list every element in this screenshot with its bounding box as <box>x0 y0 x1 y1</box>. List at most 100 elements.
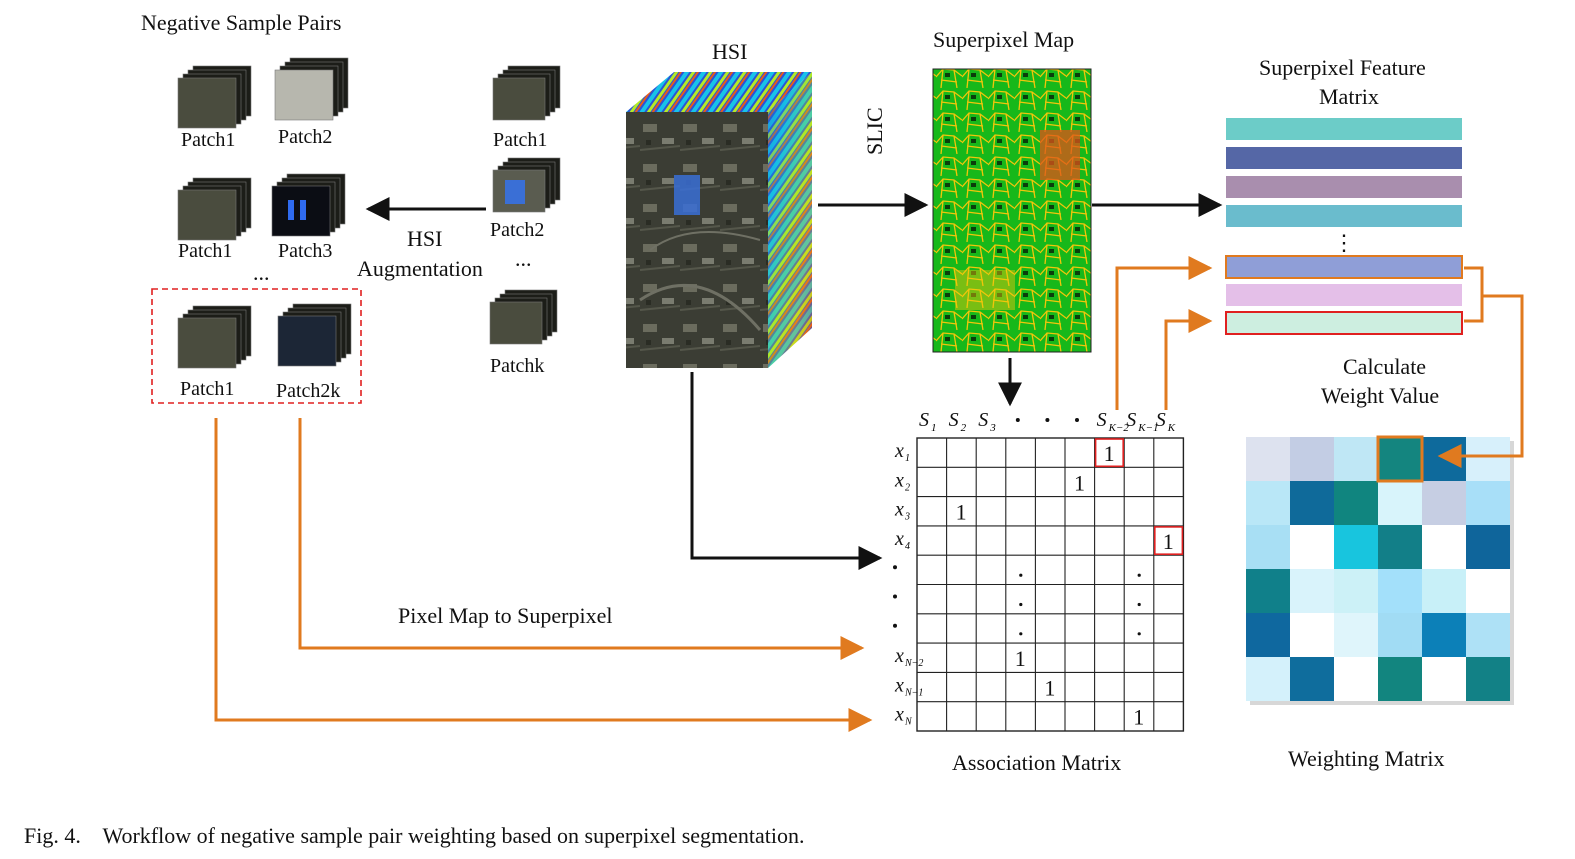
col-header-4: S <box>1097 409 1107 431</box>
assoc-one-3: 1 <box>956 500 967 525</box>
weight-cell <box>1290 613 1334 657</box>
assoc-one-6: 1 <box>1044 675 1055 700</box>
feature-bar-5 <box>1225 255 1463 279</box>
weight-cell <box>1246 525 1290 569</box>
augmentation-label-1: HSI <box>407 226 442 251</box>
source-patches-group: Patch1 Patch2 Patchk <box>489 65 561 377</box>
feature-vdots: ⋮ <box>1333 230 1355 255</box>
assoc-one-5: 1 <box>1015 646 1026 671</box>
slic-label: SLIC <box>862 107 887 155</box>
weight-cell <box>1422 481 1466 525</box>
weight-cell <box>1422 613 1466 657</box>
weight-cell <box>1290 525 1334 569</box>
weight-cell <box>1422 437 1466 481</box>
weight-cell <box>1246 613 1290 657</box>
feature-bar-2 <box>1226 147 1462 169</box>
row-sub-2: 2 <box>905 482 910 493</box>
weight-cell <box>1466 613 1510 657</box>
row-header-5: x <box>894 645 904 667</box>
weight-cell <box>1422 525 1466 569</box>
row-header-4: x <box>894 528 904 550</box>
patch-label-right-1: Patch1 <box>493 129 547 151</box>
row-sub-4: 4 <box>905 541 910 552</box>
weight-cell <box>1246 569 1290 613</box>
weight-cell <box>1422 657 1466 701</box>
patch-image-left-3 <box>177 177 252 241</box>
augmentation-label-2: Augmentation <box>357 256 483 281</box>
weighting-matrix-title: Weighting Matrix <box>1288 746 1444 771</box>
patch-label-right-3: Patchk <box>490 355 544 377</box>
patch-image-left-2 <box>274 57 349 121</box>
assoc-one-4: 1 <box>1163 529 1174 554</box>
row-dot <box>893 623 897 628</box>
weight-cell <box>1246 657 1290 701</box>
row-sub-7: N <box>904 717 913 728</box>
pixel-map-label: Pixel Map to Superpixel <box>398 603 612 628</box>
col-dot <box>1075 418 1079 422</box>
calc-label-2: Weight Value <box>1321 383 1439 408</box>
patch-label-left-1: Patch1 <box>181 129 235 151</box>
hsi-to-matrix-arrow <box>690 372 883 570</box>
patch-label-right-2: Patch2 <box>490 219 544 241</box>
col-header-2: S <box>949 409 959 431</box>
weight-cell <box>1378 481 1422 525</box>
patch-label-left-3: Patch1 <box>178 240 232 262</box>
association-matrix: S 1 S 2 S 3 S K−2S K−1S Kx 1x 2x 3x 4x N−2x N−1x N111111… <box>893 409 1185 732</box>
superpixel-map-title: Superpixel Map <box>933 27 1074 52</box>
negative-pairs-title: Negative Sample Pairs <box>141 10 341 35</box>
feature-matrix-title-2: Matrix <box>1319 84 1379 109</box>
orange-bracket <box>1464 266 1484 323</box>
row-sub-5: N−2 <box>904 658 923 669</box>
cell-dot <box>1137 632 1141 636</box>
negative-patches-group: Patch1 Patch2 Patch1 Patch3 Patch1 Patch2k <box>177 57 352 402</box>
weight-cell <box>1466 657 1510 701</box>
col-header-6: S <box>1156 409 1166 431</box>
feature-bars <box>1225 118 1463 335</box>
cell-dot <box>1019 632 1023 636</box>
left-ellipsis: ... <box>253 260 270 285</box>
feature-bar-7 <box>1225 311 1463 335</box>
row-sub-3: 3 <box>904 512 910 523</box>
superpixel-map-image <box>932 68 1092 353</box>
assoc-one-7: 1 <box>1133 705 1144 730</box>
orange-arrow-k2 <box>1115 256 1213 410</box>
weight-cell <box>1334 657 1378 701</box>
col-sub-5: K−1 <box>1137 422 1158 434</box>
weight-cell <box>1290 481 1334 525</box>
weight-cell <box>1334 437 1378 481</box>
row-header-6: x <box>894 674 904 696</box>
hsi-title: HSI <box>712 39 747 64</box>
weight-cell <box>1290 569 1334 613</box>
row-header-2: x <box>894 469 904 491</box>
orange-arrow-k <box>1164 309 1213 410</box>
weight-cell <box>1290 437 1334 481</box>
col-dot <box>1015 418 1020 422</box>
cell-dot <box>1019 573 1023 577</box>
figure-caption: Fig. 4. Workflow of negative sample pair… <box>24 823 805 848</box>
row-sub-6: N−1 <box>904 687 923 698</box>
assoc-one-2: 1 <box>1074 470 1085 495</box>
weight-cell <box>1246 437 1290 481</box>
col-header-5: S <box>1126 409 1136 431</box>
col-header-3: S <box>978 409 988 431</box>
row-sub-1: 1 <box>905 453 910 464</box>
patch-image-left-5 <box>177 305 252 369</box>
selected-pair-box <box>151 288 362 404</box>
row-header-7: x <box>894 704 904 726</box>
cell-dot <box>1019 602 1023 607</box>
weight-cell <box>1334 481 1378 525</box>
feature-bar-1 <box>1226 118 1462 140</box>
right-ellipsis: ... <box>515 246 532 271</box>
patch-label-left-6: Patch2k <box>276 380 340 402</box>
col-dot <box>1045 418 1050 422</box>
association-matrix-title: Association Matrix <box>952 750 1121 775</box>
patch-label-left-2: Patch2 <box>278 126 332 148</box>
assoc-one-1: 1 <box>1104 441 1115 466</box>
hsi-cube <box>626 72 812 368</box>
patch-image-right-1 <box>492 65 561 121</box>
patch-image-right-2 <box>492 157 561 213</box>
weighting-matrix <box>1246 435 1514 705</box>
hsi-front-image <box>626 112 768 368</box>
col-sub-6: K <box>1167 422 1176 434</box>
feature-matrix-title-1: Superpixel Feature <box>1259 55 1426 80</box>
